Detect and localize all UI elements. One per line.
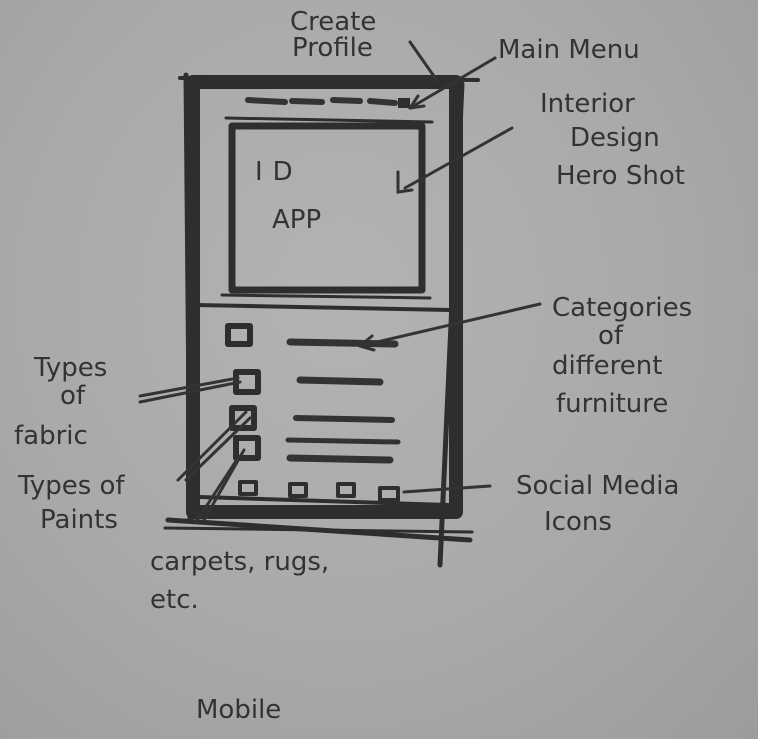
annotation-arrows <box>138 40 542 524</box>
category-row[interactable] <box>296 376 384 386</box>
label-social-1: Social Media <box>516 471 679 501</box>
category-row[interactable] <box>286 454 394 464</box>
social-icon[interactable] <box>288 482 308 498</box>
label-create-profile-2: Profile <box>292 33 373 63</box>
label-paints-2: Paints <box>40 505 118 535</box>
label-hero-shot-1: Interior <box>540 89 635 119</box>
label-hero-shot-3: Hero Shot <box>556 161 685 191</box>
label-social-2: Icons <box>544 507 612 537</box>
menu-icon[interactable] <box>398 98 410 108</box>
social-icon[interactable] <box>238 480 258 496</box>
category-row[interactable] <box>293 415 395 423</box>
label-categories-3: different <box>552 351 662 381</box>
label-carpets-1: carpets, rugs, <box>150 547 329 577</box>
category-icon[interactable] <box>229 405 257 431</box>
category-icon[interactable] <box>233 435 261 461</box>
category-icon[interactable] <box>225 323 253 347</box>
label-fabric-3: fabric <box>14 421 88 451</box>
top-nav-bar <box>245 97 410 108</box>
hero-image <box>194 116 452 312</box>
category-list <box>225 323 401 464</box>
category-row[interactable] <box>285 437 401 445</box>
hero-title-line2: APP <box>272 205 321 235</box>
social-media-icons <box>238 480 400 502</box>
label-carpets-2: etc. <box>150 585 199 615</box>
category-row[interactable] <box>286 338 399 348</box>
label-categories-2: of <box>598 321 624 351</box>
label-categories-1: Categories <box>552 293 692 323</box>
hero-title-line1: ID <box>255 157 303 187</box>
social-icon[interactable] <box>336 482 356 498</box>
label-create-profile-1: Create <box>290 7 376 37</box>
label-paints-1: Types of <box>17 471 125 501</box>
social-icon[interactable] <box>378 486 400 502</box>
caption-mobile: Mobile <box>196 695 281 725</box>
label-fabric-1: Types <box>33 353 107 383</box>
label-fabric-2: of <box>60 381 86 411</box>
label-hero-shot-2: Design <box>570 123 660 153</box>
phone-frame <box>163 72 480 568</box>
label-main-menu: Main Menu <box>498 35 640 65</box>
label-categories-4: furniture <box>556 389 668 419</box>
